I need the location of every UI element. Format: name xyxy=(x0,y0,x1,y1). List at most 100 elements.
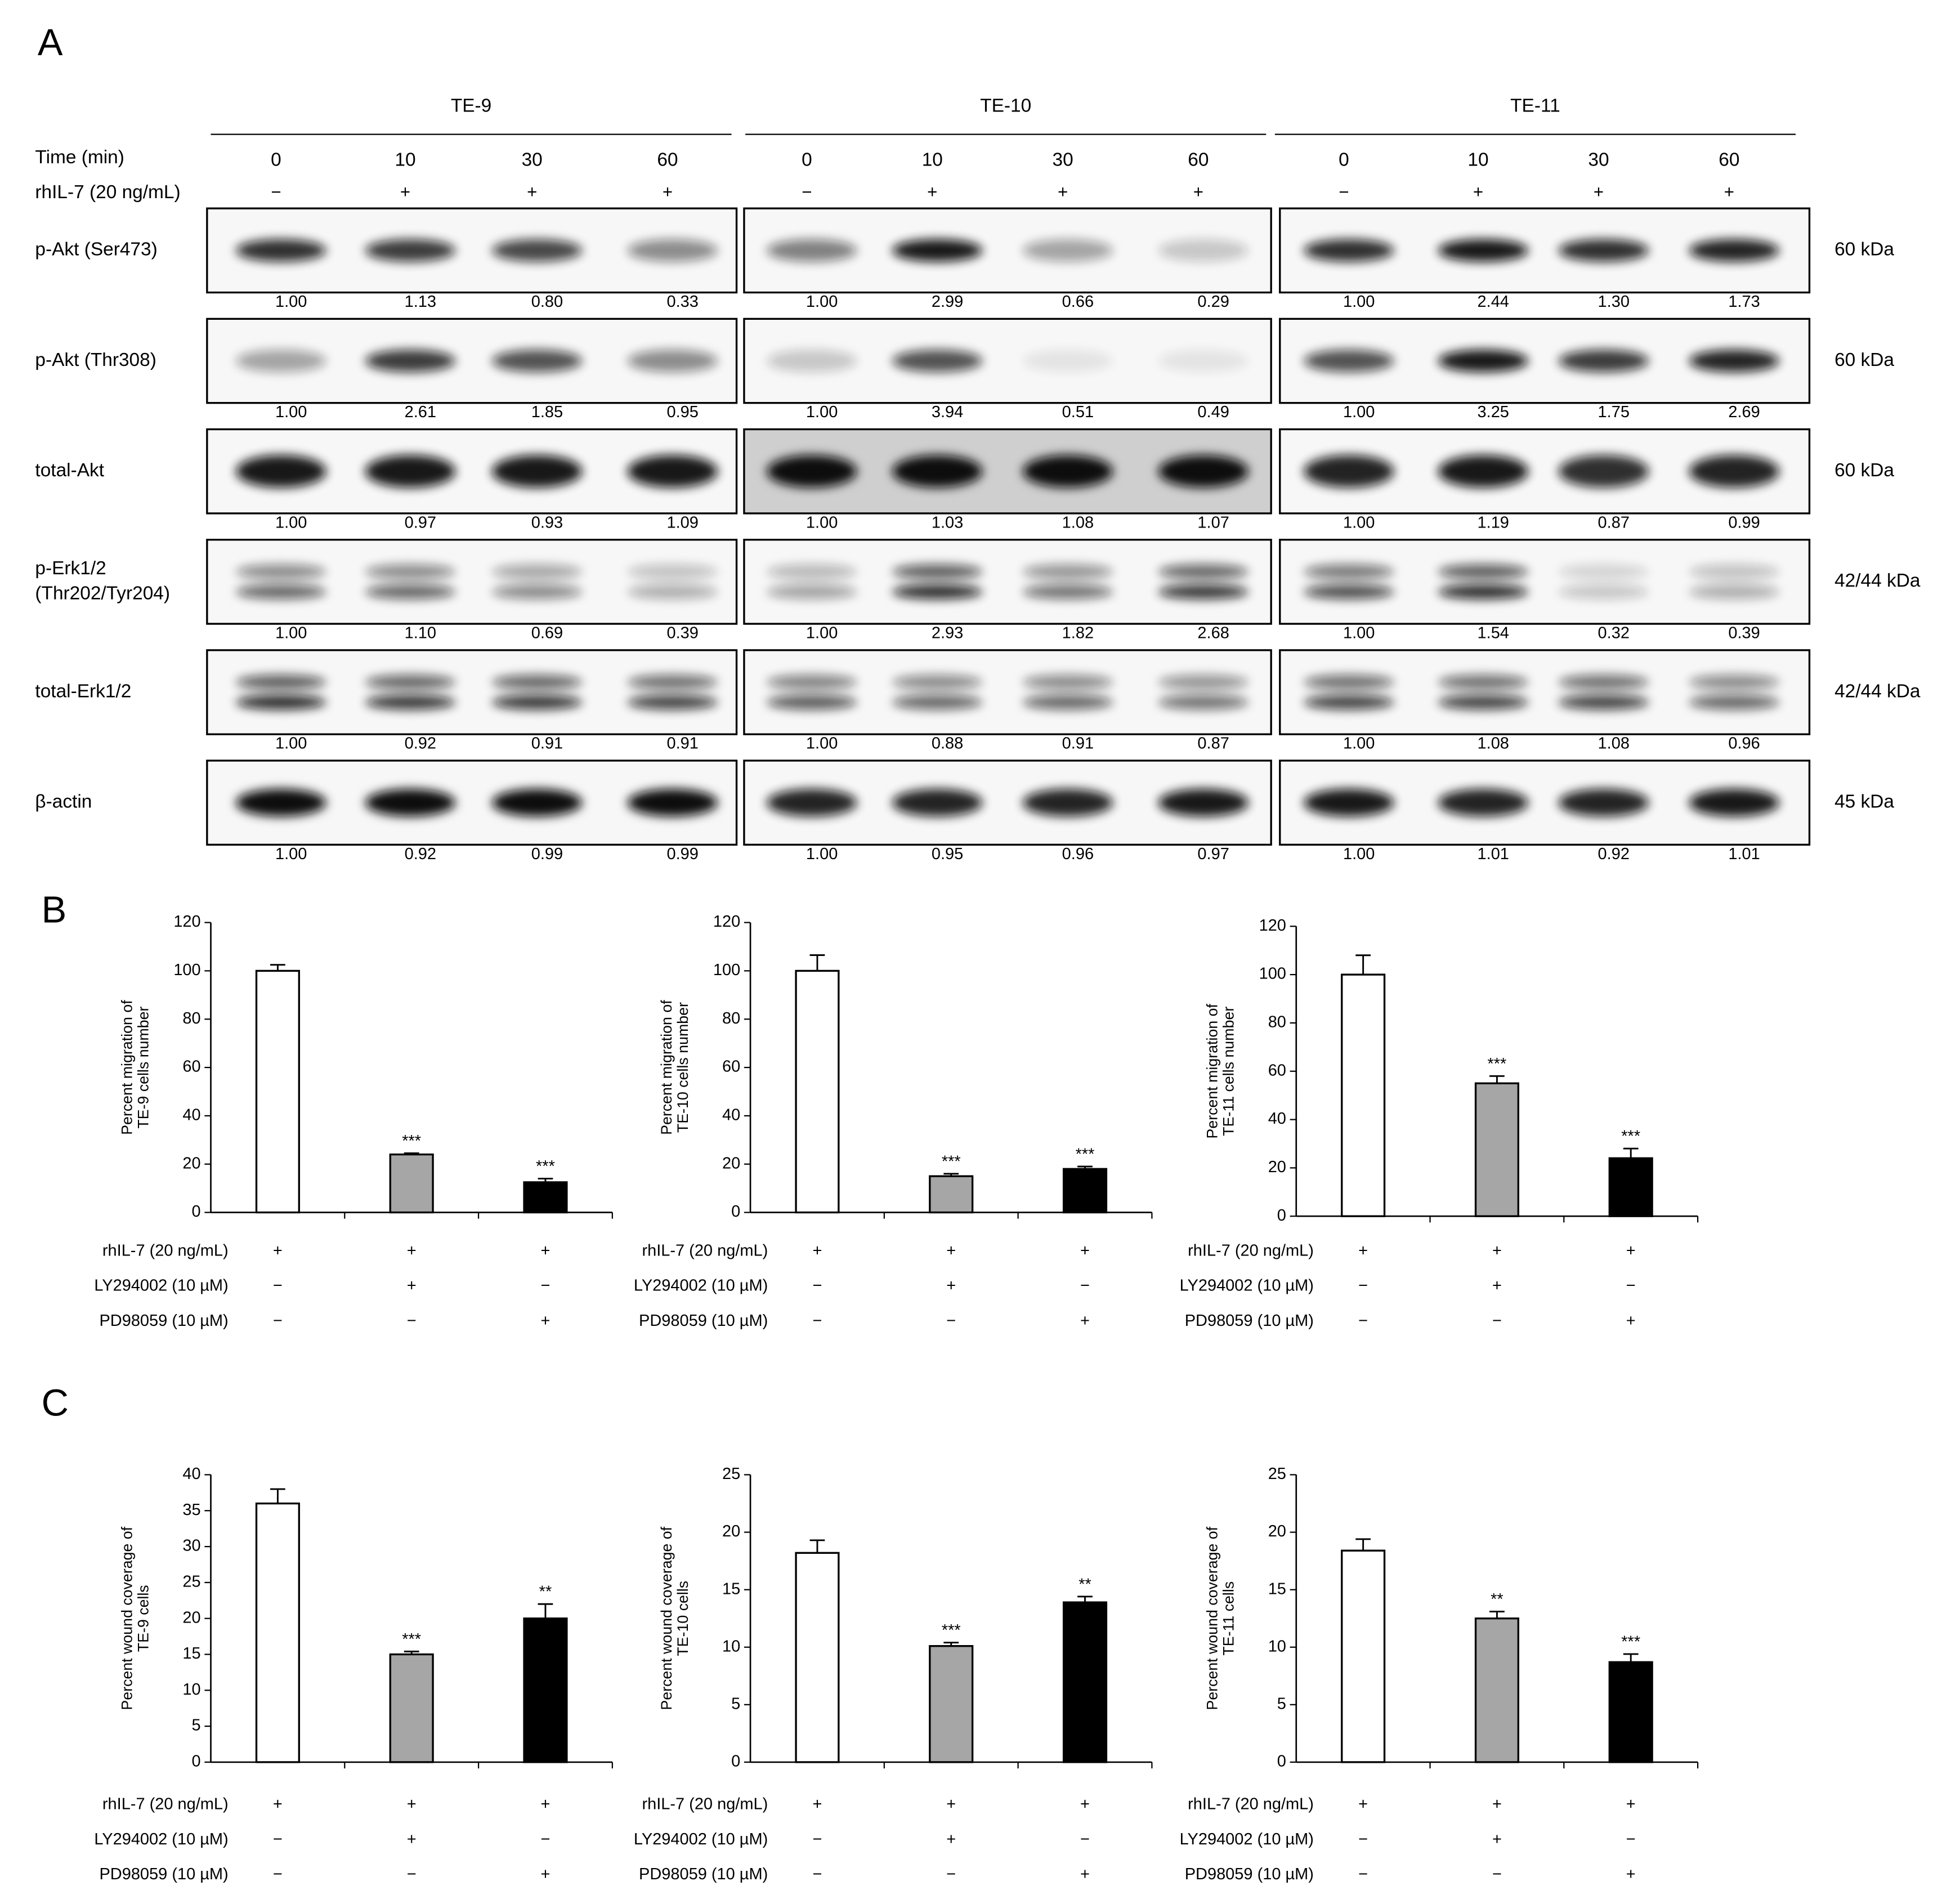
blot-band xyxy=(1304,239,1394,262)
quantification: 0.69 xyxy=(531,624,563,642)
blot-band xyxy=(767,239,857,262)
condition-sign: + xyxy=(1492,1241,1502,1259)
y-tick-label: 20 xyxy=(1268,1158,1286,1176)
condition-sign: + xyxy=(946,1830,956,1848)
bar xyxy=(1341,973,1386,1217)
blot-band xyxy=(1304,564,1394,579)
condition-sign: + xyxy=(1358,1795,1368,1813)
y-axis-label: TE-11 cells number xyxy=(1220,1007,1237,1136)
y-axis-label: TE-10 cells number xyxy=(674,1002,691,1133)
y-tick-label: 25 xyxy=(722,1465,740,1483)
quantification: 0.88 xyxy=(932,735,963,753)
blot-band xyxy=(365,694,456,710)
y-tick-label: 0 xyxy=(192,1203,201,1221)
blot-band xyxy=(236,694,326,710)
condition-sign: + xyxy=(407,1830,417,1848)
y-tick-label: 10 xyxy=(1268,1637,1286,1655)
blot-band xyxy=(491,694,583,710)
bar xyxy=(1062,1168,1108,1214)
quantification: 0.99 xyxy=(531,845,563,863)
blot-box xyxy=(743,538,1272,625)
condition-label: LY294002 (10 µM) xyxy=(1180,1277,1314,1295)
y-tick-label: 5 xyxy=(1277,1695,1286,1713)
blot-band xyxy=(1158,694,1249,710)
significance: ** xyxy=(539,1583,552,1601)
blot-band xyxy=(1438,789,1529,817)
condition-sign: + xyxy=(1626,1795,1636,1813)
blot-band xyxy=(1022,455,1113,488)
row-label: Time (min) xyxy=(35,147,124,168)
condition-sign: − xyxy=(273,1865,283,1883)
y-tick-label: 10 xyxy=(182,1681,200,1699)
blot-band xyxy=(1438,674,1529,690)
blot-box xyxy=(206,538,738,625)
blot-band xyxy=(1304,584,1394,600)
condition-label: rhIL-7 (20 ng/mL) xyxy=(102,1795,229,1813)
treatment-sign: + xyxy=(1473,182,1483,202)
condition-label: PD98059 (10 µM) xyxy=(1185,1865,1314,1883)
blot-band xyxy=(365,584,456,600)
bar xyxy=(1474,1082,1519,1217)
blot-band xyxy=(1558,674,1649,690)
condition-sign: + xyxy=(540,1795,550,1813)
quantification: 1.75 xyxy=(1598,403,1630,421)
blot-box xyxy=(206,649,738,735)
bar xyxy=(1608,1157,1653,1217)
significance: *** xyxy=(942,1621,961,1639)
y-tick-label: 80 xyxy=(182,1009,200,1027)
quantification: 0.96 xyxy=(1062,845,1094,863)
panel-label: A xyxy=(38,21,63,64)
y-tick-label: 120 xyxy=(1259,917,1286,935)
quantification: 0.97 xyxy=(405,513,436,531)
condition-sign: + xyxy=(1080,1241,1090,1259)
y-tick-label: 40 xyxy=(1268,1110,1286,1128)
condition-sign: − xyxy=(540,1830,550,1848)
bar xyxy=(523,1181,568,1214)
blot-band xyxy=(1158,349,1249,373)
quantification: 0.80 xyxy=(531,293,563,311)
quantification: 0.91 xyxy=(666,735,698,753)
y-tick-label: 20 xyxy=(1268,1522,1286,1540)
bar xyxy=(1341,1549,1386,1763)
y-tick-label: 40 xyxy=(182,1465,200,1483)
condition-label: rhIL-7 (20 ng/mL) xyxy=(642,1795,768,1813)
condition-sign: + xyxy=(1492,1830,1502,1848)
quantification: 1.10 xyxy=(405,624,436,642)
blot-band xyxy=(767,694,857,710)
time-label: 30 xyxy=(522,149,543,170)
significance: *** xyxy=(402,1630,421,1648)
blot-box xyxy=(1279,538,1811,625)
blot-band xyxy=(1158,564,1249,579)
quantification: 0.51 xyxy=(1062,403,1094,421)
treatment-sign: + xyxy=(400,182,410,202)
condition-sign: + xyxy=(946,1795,956,1813)
y-tick-label: 10 xyxy=(722,1637,740,1655)
y-axis-label: Percent wound coverage of xyxy=(118,1526,135,1710)
blot-band xyxy=(767,674,857,690)
y-tick-label: 60 xyxy=(1268,1061,1286,1079)
blot-band xyxy=(491,564,583,579)
blot-band xyxy=(365,564,456,579)
blot-band xyxy=(627,584,718,600)
quantification: 1.01 xyxy=(1728,845,1760,863)
y-tick-label: 5 xyxy=(731,1695,740,1713)
blot-band xyxy=(627,674,718,690)
quantification: 0.32 xyxy=(1598,624,1630,642)
condition-label: PD98059 (10 µM) xyxy=(99,1312,228,1330)
quantification: 2.69 xyxy=(1728,403,1760,421)
condition-sign: + xyxy=(540,1865,550,1883)
blot-band xyxy=(1304,694,1394,710)
blot-band xyxy=(892,789,983,817)
treatment-sign: + xyxy=(663,182,673,202)
panel-label: B xyxy=(42,888,67,931)
quantification: 1.09 xyxy=(666,513,698,531)
cell-line-label: TE-10 xyxy=(980,95,1031,116)
condition-sign: + xyxy=(273,1795,283,1813)
treatment-sign: + xyxy=(1193,182,1203,202)
bar xyxy=(929,1175,974,1214)
quantification: 2.44 xyxy=(1478,293,1509,311)
blot-band xyxy=(1022,789,1113,817)
blot-band xyxy=(1438,349,1529,373)
blot-band xyxy=(1558,694,1649,710)
condition-sign: − xyxy=(1626,1277,1636,1295)
